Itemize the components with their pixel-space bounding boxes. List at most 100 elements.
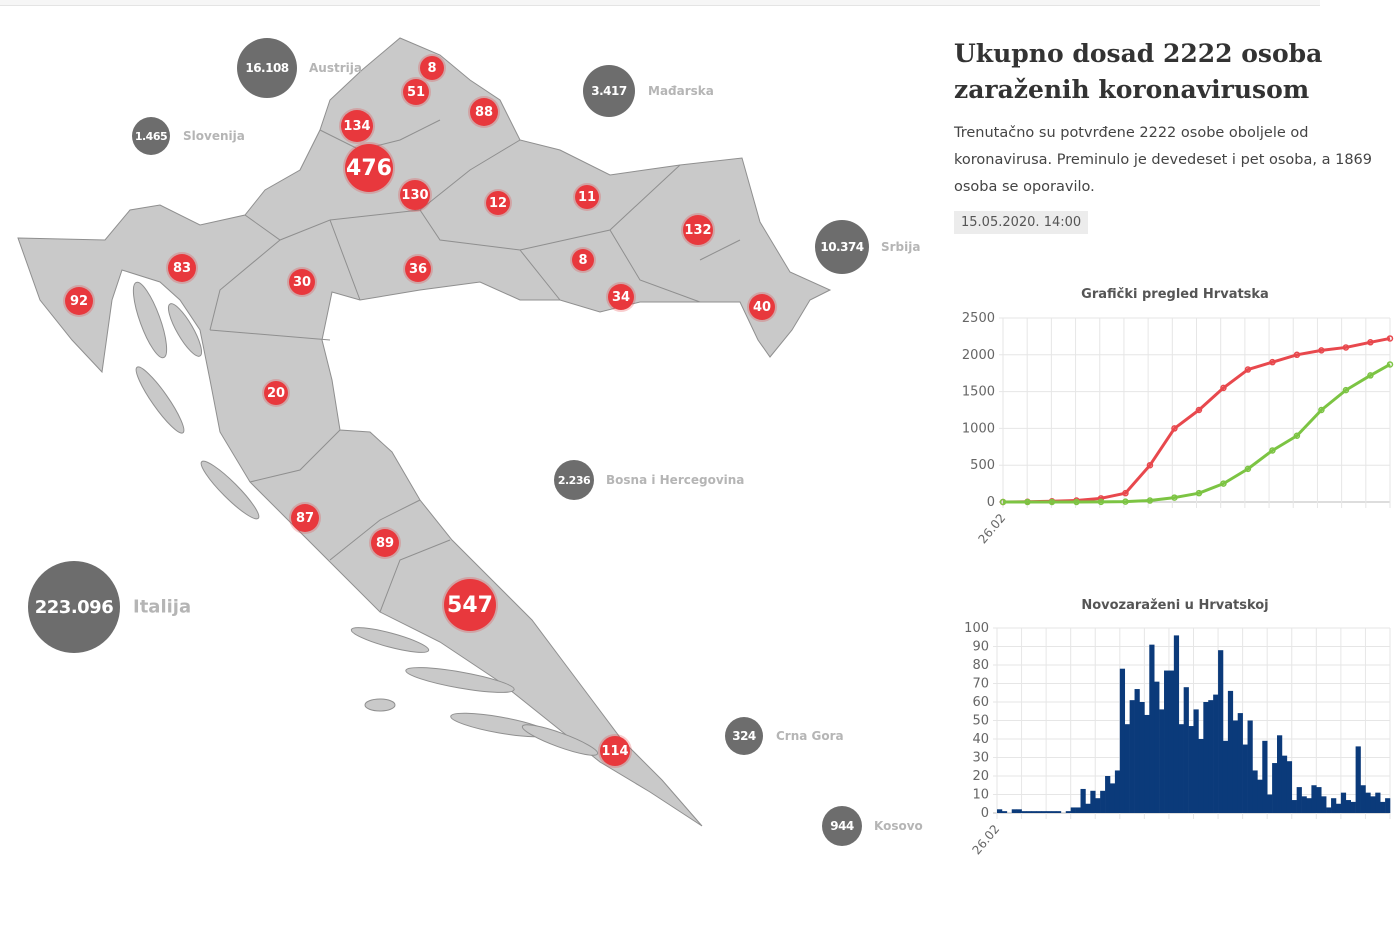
- bar: [1370, 796, 1376, 813]
- data-point: [1244, 366, 1252, 373]
- island: [521, 724, 599, 756]
- county-marker[interactable]: 20: [264, 381, 288, 405]
- data-point: [1146, 497, 1154, 504]
- country-label-bih: Bosna i Hercegovina: [606, 473, 745, 487]
- bar: [1193, 709, 1199, 813]
- country-marker-austria[interactable]: 16.108: [237, 38, 297, 98]
- county-marker[interactable]: 11: [575, 185, 599, 209]
- county-marker[interactable]: 8: [572, 249, 594, 271]
- data-point: [1073, 498, 1080, 506]
- bar: [1109, 783, 1116, 813]
- bar: [1227, 690, 1234, 813]
- bar: [1203, 702, 1209, 813]
- y-tick-label: 1500: [962, 385, 995, 400]
- bar: [1129, 700, 1135, 813]
- bar: [1272, 763, 1278, 813]
- country-marker-slovenia[interactable]: 1.465: [132, 117, 170, 155]
- y-tick-label: 40: [972, 732, 989, 747]
- data-point: [1122, 498, 1129, 505]
- data-point: [1293, 432, 1301, 440]
- bar: [1021, 811, 1027, 813]
- county-marker[interactable]: 87: [291, 504, 319, 532]
- country-marker-italy[interactable]: 223.096: [28, 561, 120, 653]
- data-point: [1146, 461, 1154, 469]
- county-marker[interactable]: 130: [400, 180, 430, 210]
- bar: [1355, 746, 1361, 813]
- line-chart-title: Grafički pregled Hrvatska: [1081, 287, 1269, 302]
- bar: [1159, 709, 1165, 813]
- county-marker[interactable]: 40: [749, 294, 775, 320]
- bar: [1296, 787, 1302, 813]
- county-marker[interactable]: 89: [371, 529, 399, 557]
- bar: [1016, 809, 1022, 813]
- country-marker-bih[interactable]: 2.236: [554, 460, 594, 500]
- y-tick-label: 2500: [962, 311, 995, 326]
- bar: [1119, 668, 1126, 813]
- bar: [1105, 776, 1111, 813]
- data-point: [1318, 406, 1325, 414]
- article-title: Ukupno dosad 2222 osoba zaraženih korona…: [954, 39, 1323, 104]
- country-marker-serbia[interactable]: 10.374: [815, 220, 869, 274]
- county-marker[interactable]: 476: [345, 144, 393, 192]
- country-label-slovenia: Slovenija: [183, 129, 245, 143]
- timestamp-badge: 15.05.2020. 14:00: [954, 211, 1089, 234]
- y-tick-label: 50: [972, 714, 989, 729]
- y-tick-label: 100: [964, 621, 989, 636]
- bar: [1046, 811, 1052, 813]
- x-tick-label: 26.02: [975, 511, 1008, 546]
- line-chart: 0 500 1000 1500 2000 2500 26.02: [962, 311, 1394, 546]
- bar: [1154, 681, 1160, 813]
- data-point: [1171, 425, 1178, 432]
- county-marker[interactable]: 51: [403, 79, 429, 105]
- bar: [1124, 724, 1130, 813]
- bar: [1183, 687, 1189, 813]
- county-marker[interactable]: 114: [600, 736, 630, 766]
- bar: [1340, 792, 1347, 813]
- data-point: [1269, 358, 1276, 366]
- data-point: [1220, 480, 1227, 487]
- bar: [1262, 740, 1268, 813]
- data-point: [1244, 465, 1252, 473]
- bar: [1311, 785, 1317, 813]
- bar: [1385, 798, 1391, 813]
- bar: [1001, 811, 1008, 813]
- bar: [1011, 809, 1017, 813]
- y-tick-label: 20: [972, 769, 989, 784]
- bar: [1301, 796, 1307, 813]
- y-tick-label: 90: [972, 640, 989, 655]
- county-marker[interactable]: 88: [470, 98, 498, 126]
- country-label-austria: Austrija: [309, 61, 362, 75]
- county-marker[interactable]: 92: [65, 287, 93, 315]
- country-marker-montenegro[interactable]: 324: [725, 717, 763, 755]
- country-marker-hungary[interactable]: 3.417: [583, 65, 635, 117]
- county-marker[interactable]: 132: [683, 215, 713, 245]
- island: [132, 281, 168, 359]
- y-tick-label: 0: [987, 495, 995, 510]
- bar: [997, 809, 1003, 813]
- bar: [1267, 794, 1273, 813]
- county-marker[interactable]: 83: [168, 254, 196, 282]
- bar: [1070, 807, 1076, 813]
- bar-chart-title: Novozaraženi u Hrvatskoj: [1081, 598, 1269, 613]
- county-marker[interactable]: 8: [420, 56, 444, 80]
- county-marker[interactable]: 547: [444, 579, 496, 631]
- county-marker[interactable]: 30: [289, 269, 315, 295]
- county-marker[interactable]: 12: [486, 191, 510, 215]
- bar: [1055, 811, 1062, 813]
- country-label-serbia: Srbija: [881, 240, 921, 254]
- data-point: [1195, 489, 1203, 497]
- county-marker[interactable]: 134: [341, 110, 373, 142]
- y-tick-label: 500: [970, 458, 995, 473]
- county-marker[interactable]: 36: [405, 256, 431, 282]
- country-label-hungary: Mađarska: [648, 84, 714, 98]
- series-line-oporavljeni: [1003, 363, 1391, 504]
- country-marker-kosovo[interactable]: 944: [822, 806, 862, 846]
- bar: [1031, 811, 1037, 813]
- y-tick-label: 2000: [962, 348, 995, 363]
- y-tick-label: 80: [972, 658, 989, 673]
- bar: [1065, 811, 1071, 813]
- croatia-land: [17, 37, 832, 827]
- county-marker[interactable]: 34: [608, 284, 634, 310]
- island: [350, 627, 430, 653]
- data-point: [1342, 386, 1350, 394]
